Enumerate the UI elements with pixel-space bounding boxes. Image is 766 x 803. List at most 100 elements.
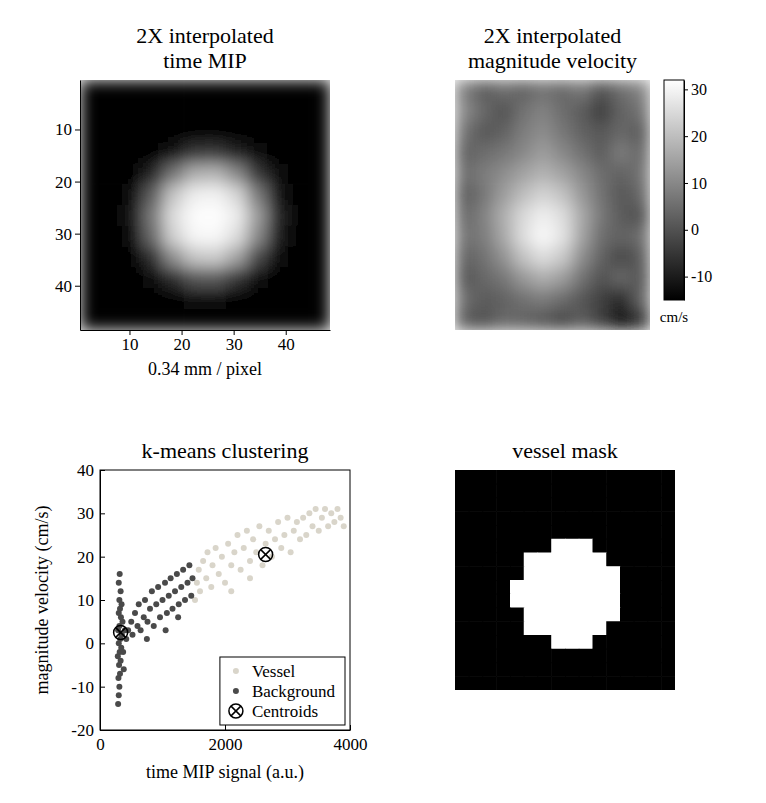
cell xyxy=(268,247,289,268)
cell xyxy=(184,226,205,247)
x-axis: 10203040 xyxy=(81,330,331,354)
cell xyxy=(469,498,483,512)
y-axis: -20-10010203040 xyxy=(71,461,105,740)
cell xyxy=(634,608,648,622)
tick: 40 xyxy=(55,277,80,296)
tick-label: 20 xyxy=(77,548,94,567)
point xyxy=(160,597,166,603)
cell xyxy=(661,649,675,663)
cell xyxy=(551,484,565,498)
tick-label: 30 xyxy=(691,81,707,98)
marker-cross xyxy=(116,628,126,638)
cell xyxy=(592,122,612,143)
cell xyxy=(496,663,510,677)
cell xyxy=(648,566,662,580)
cell xyxy=(247,101,268,122)
tick-label: 40 xyxy=(55,277,72,296)
cell xyxy=(496,608,510,622)
cell xyxy=(572,143,592,164)
cell xyxy=(494,205,514,226)
cell xyxy=(494,163,514,184)
heatmap-panel: -100102030cm/s xyxy=(455,80,712,331)
point xyxy=(172,588,178,594)
series xyxy=(114,548,273,640)
cell xyxy=(533,101,553,122)
point xyxy=(300,515,306,521)
cell xyxy=(80,122,101,143)
cell xyxy=(226,80,247,101)
tick: 30 xyxy=(77,504,105,523)
point xyxy=(297,536,303,542)
cell xyxy=(483,649,497,663)
x-axis-title: 0.34 mm / pixel xyxy=(148,359,262,379)
point xyxy=(157,614,163,620)
cell xyxy=(648,525,662,539)
point xyxy=(210,562,216,568)
cell xyxy=(510,608,524,622)
cell xyxy=(593,676,607,690)
cell xyxy=(592,288,612,309)
cell xyxy=(634,676,648,690)
cell xyxy=(101,247,122,268)
cell xyxy=(496,621,510,635)
tick-label: 20 xyxy=(691,128,707,145)
cell xyxy=(309,205,330,226)
cell xyxy=(579,539,593,553)
cell xyxy=(483,539,497,553)
cell xyxy=(483,676,497,690)
cell xyxy=(163,101,184,122)
cell xyxy=(572,309,592,330)
cell xyxy=(620,498,634,512)
cell xyxy=(122,143,143,164)
cell xyxy=(634,511,648,525)
cell xyxy=(553,143,573,164)
cell xyxy=(514,143,534,164)
cell xyxy=(606,484,620,498)
cell xyxy=(579,635,593,649)
cell xyxy=(455,122,475,143)
cells xyxy=(80,80,330,330)
cell xyxy=(551,511,565,525)
cell xyxy=(268,101,289,122)
cell xyxy=(469,484,483,498)
cell xyxy=(611,309,631,330)
cell xyxy=(163,205,184,226)
point xyxy=(294,519,300,525)
point xyxy=(197,588,203,594)
cell xyxy=(101,205,122,226)
cell xyxy=(455,205,475,226)
cell xyxy=(510,470,524,484)
tick-mark xyxy=(100,687,105,688)
colorbar-axis: -100102030 xyxy=(684,81,712,301)
cell xyxy=(606,539,620,553)
cell xyxy=(510,594,524,608)
title: vessel mask xyxy=(512,438,618,463)
point xyxy=(182,597,188,603)
cell xyxy=(163,80,184,101)
cell xyxy=(634,635,648,649)
cell xyxy=(565,484,579,498)
cell xyxy=(226,101,247,122)
legend-marker xyxy=(233,668,239,674)
tick-label: 10 xyxy=(691,175,707,192)
point xyxy=(266,528,272,534)
point xyxy=(208,584,214,590)
cell xyxy=(572,122,592,143)
cell xyxy=(551,580,565,594)
cells xyxy=(455,80,650,330)
cell xyxy=(268,205,289,226)
cell xyxy=(475,80,495,101)
cell xyxy=(80,309,101,330)
cell xyxy=(143,122,164,143)
cell xyxy=(631,268,651,289)
title-line: time MIP xyxy=(163,48,247,73)
point xyxy=(205,549,211,555)
point xyxy=(142,597,148,603)
point xyxy=(231,549,237,555)
tick: 0 xyxy=(684,221,699,238)
cell xyxy=(80,143,101,164)
tick-mark xyxy=(350,725,351,730)
cell xyxy=(510,663,524,677)
cell xyxy=(455,184,475,205)
point xyxy=(310,523,316,529)
